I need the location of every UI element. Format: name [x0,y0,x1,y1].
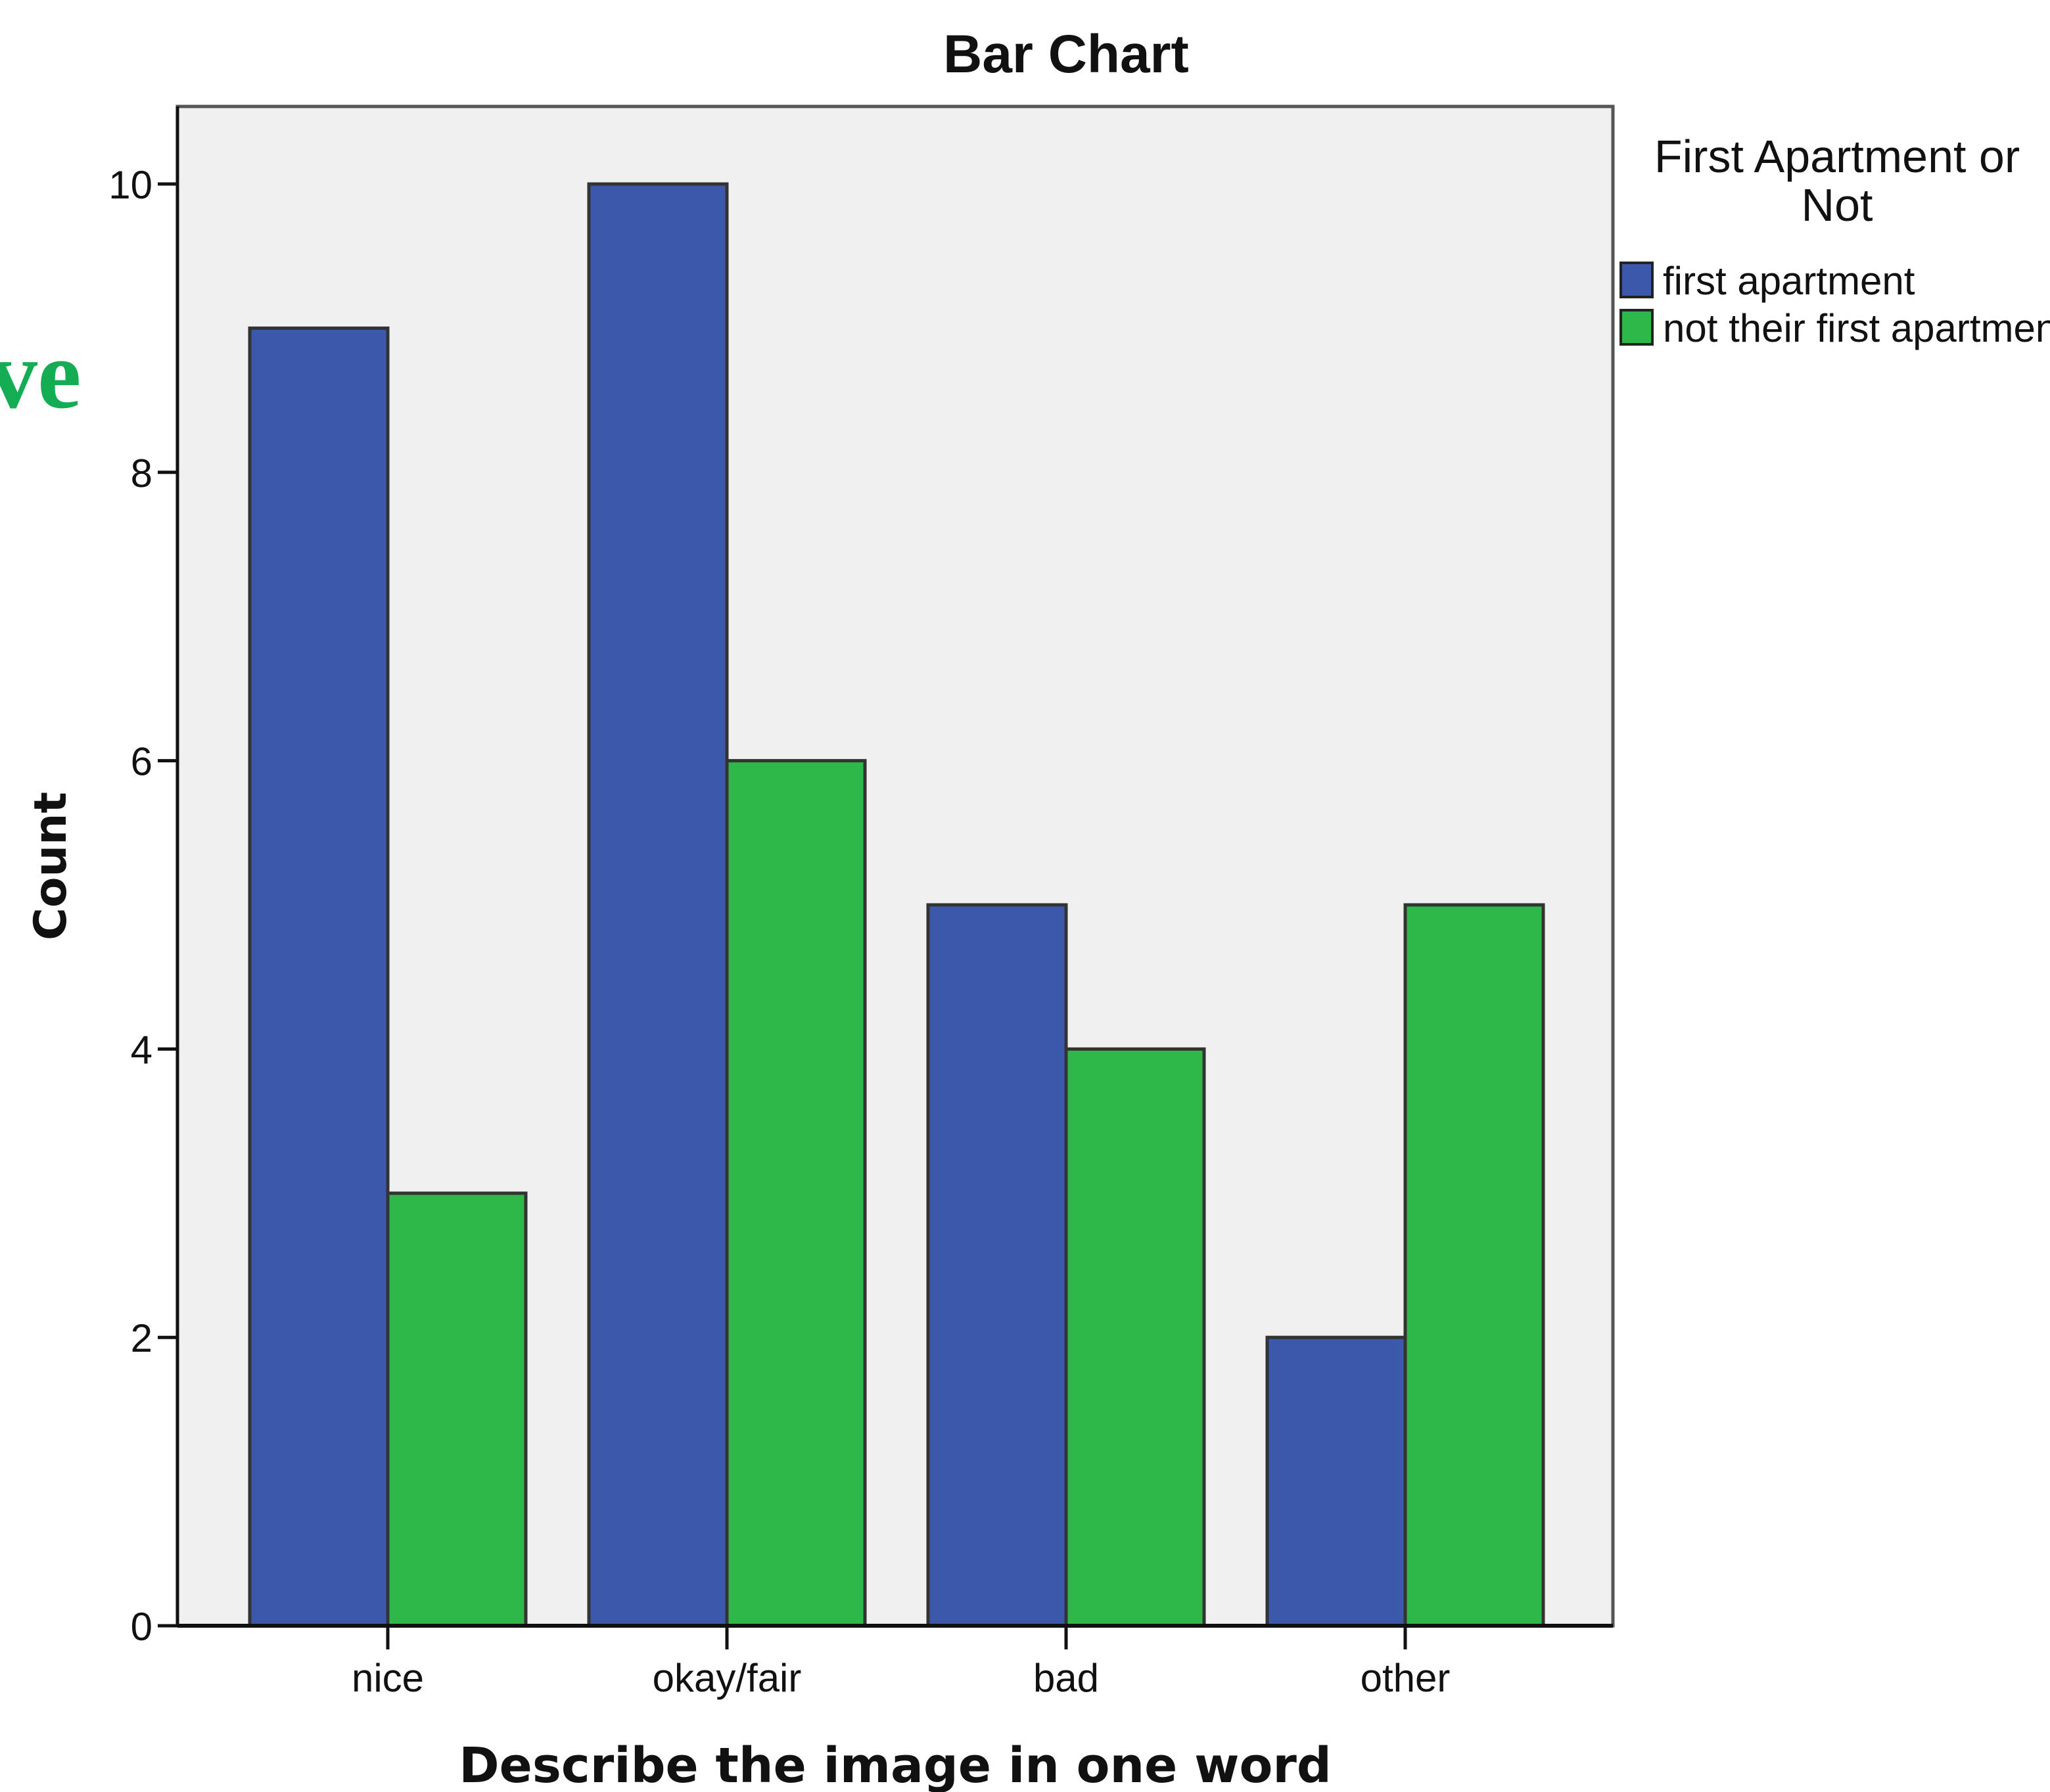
y-tick-label-2: 2 [131,1316,152,1360]
legend-title-line-2: Not [1802,179,1873,231]
y-tick-label-8: 8 [131,451,152,495]
legend-label-first-apartment: first apartment [1663,259,1915,303]
bar-bad-first-apartment [926,903,1068,1628]
y-tick-label-4: 4 [131,1028,152,1072]
bar-bad-not-their-first-apartment [1064,1047,1206,1628]
legend-swatch-not-their-first-apartment [1619,309,1654,346]
y-axis: 0 2 4 6 8 10 [108,106,179,1649]
x-tick-label-other: other [1361,1656,1451,1700]
bar-other-not-their-first-apartment [1403,903,1545,1628]
legend-label-not-their-first-apartment: not their first apartment [1663,306,2050,350]
y-tick-label-0: 0 [131,1605,152,1649]
x-tick-label-bad: bad [1033,1656,1099,1700]
bar-nice-first-apartment [248,326,390,1628]
x-tick-label-okay-fair: okay/fair [653,1656,802,1700]
bar-okay-fair-first-apartment [587,182,729,1628]
bars [248,182,1545,1628]
slide-text-fragment: ve [0,320,82,429]
x-axis: nice okay/fair bad other [177,1624,1613,1700]
x-axis-title: Describe the image in one word [459,1737,1332,1792]
y-axis-title: Count [25,792,77,940]
y-tick-label-6: 6 [131,740,152,784]
bar-okay-fair-not-their-first-apartment [725,759,867,1628]
x-tick-label-nice: nice [352,1656,424,1700]
chart-title: Bar Chart [943,24,1189,84]
legend: First Apartment or Not first apartment n… [1619,131,2050,350]
bar-other-first-apartment [1265,1335,1407,1628]
legend-swatch-first-apartment [1619,262,1654,298]
bar-nice-not-their-first-apartment [386,1191,528,1628]
y-tick-label-10: 10 [108,163,152,207]
legend-title-line-1: First Apartment or [1654,131,2020,182]
